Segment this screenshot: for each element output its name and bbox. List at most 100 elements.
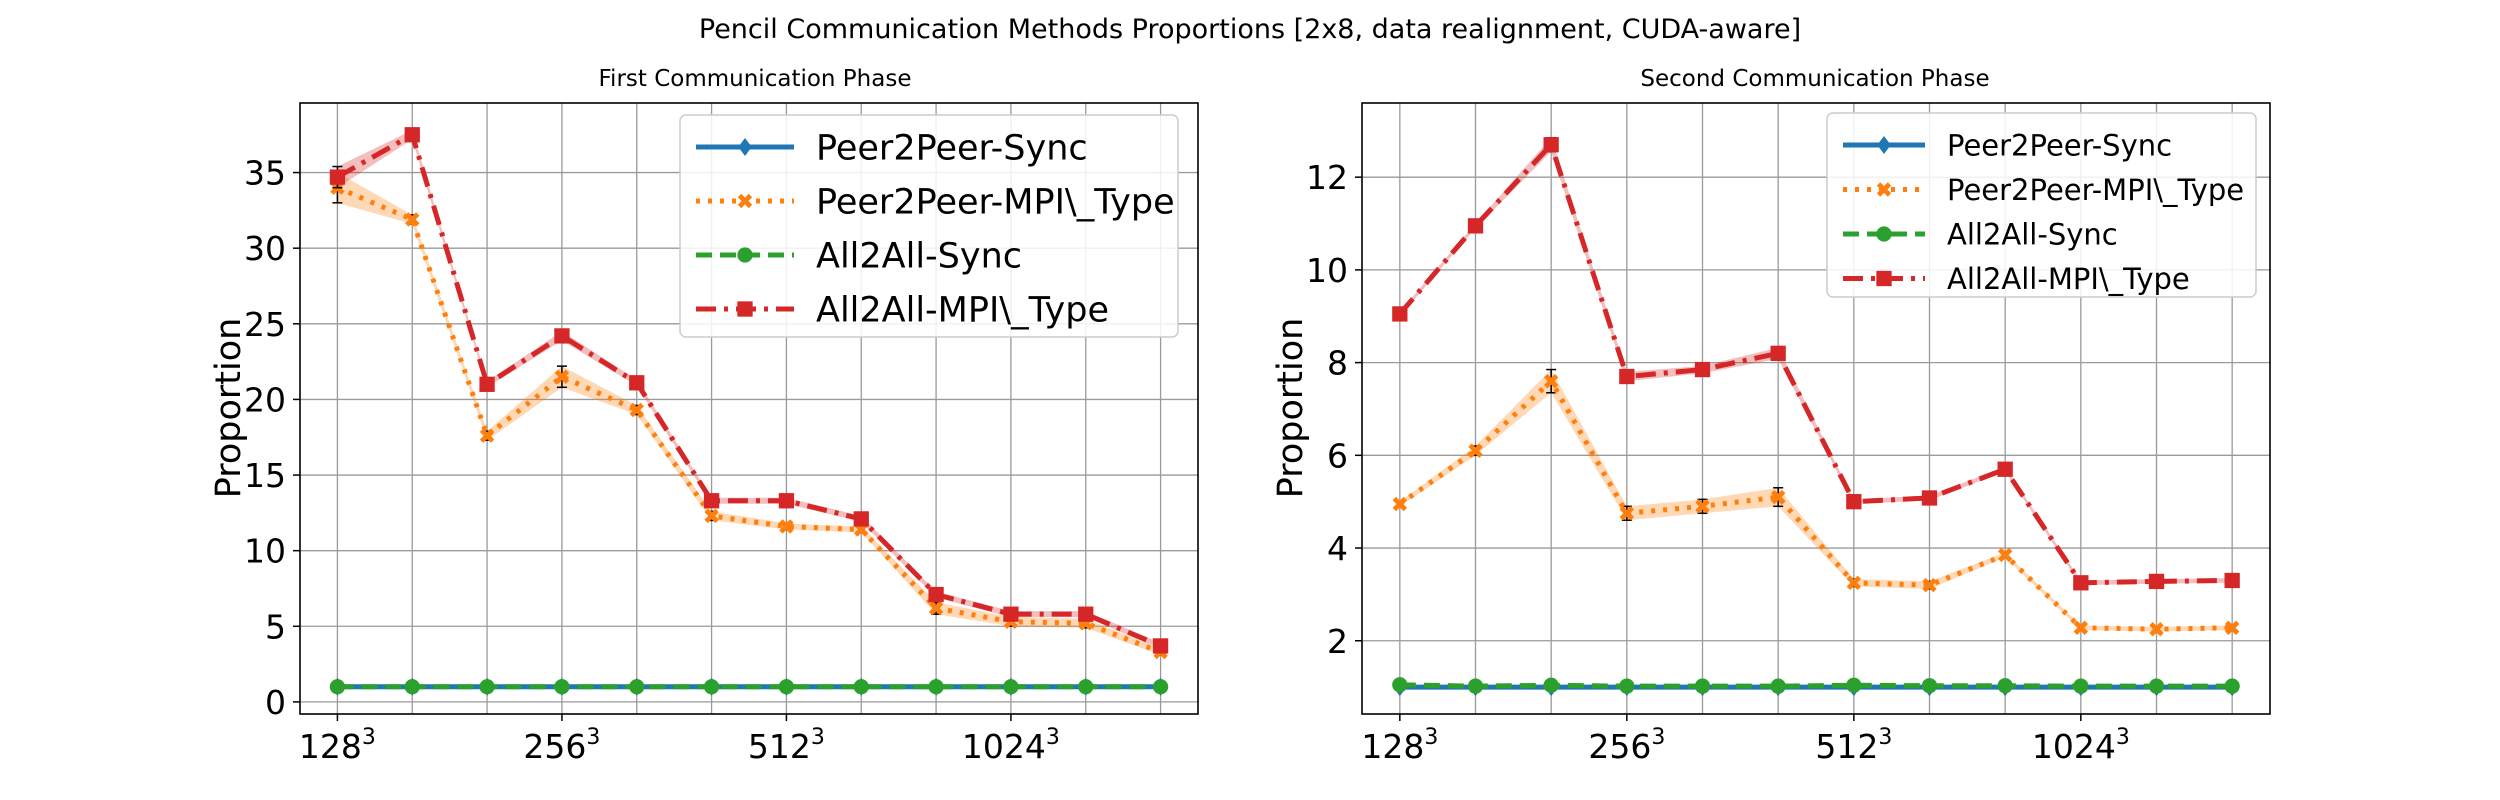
legend-second-phase: Peer2Peer-Sync Peer2Peer-MPI\_Type All2All… (1826, 112, 2257, 298)
legend-box (1826, 112, 2257, 298)
legend-marker (738, 138, 752, 156)
data-point (779, 519, 794, 534)
x-tick-label: 1283 (1361, 725, 1438, 766)
data-point (704, 508, 719, 524)
data-point (2224, 620, 2240, 635)
data-point (404, 127, 420, 143)
data-point (1467, 218, 1484, 234)
y-tick-label: 2 (1327, 622, 1348, 661)
series-line (1399, 682, 2233, 689)
chart-second-phase: Second Communication Phase Proportion 2 4… (1271, 66, 2271, 766)
legend-label: Peer2Peer-MPI\_Type (816, 183, 1175, 223)
legend-label: Peer2Peer-Sync (816, 129, 1088, 169)
chart-title-second-phase: Second Communication Phase (1640, 66, 1989, 92)
data-point (329, 169, 346, 185)
data-point (1003, 679, 1019, 695)
series-line (1397, 139, 2233, 586)
data-point (1846, 575, 1862, 591)
y-tick-label: 20 (244, 380, 286, 419)
data-point (1922, 577, 1937, 593)
data-point (1997, 678, 2013, 694)
series-all2all-sync (329, 679, 1169, 695)
data-point (629, 402, 644, 418)
data-point (1770, 678, 1786, 694)
data-point (1078, 606, 1094, 622)
legend-marker (1876, 270, 1892, 287)
data-point (1770, 345, 1786, 361)
x-tick-label: 5123 (1815, 725, 1892, 766)
data-point (479, 679, 495, 695)
data-point (1543, 677, 1559, 693)
legend-marker (1876, 182, 1892, 197)
data-point (1392, 496, 1408, 512)
legend-marker (737, 247, 753, 263)
data-point (703, 493, 720, 509)
data-point (703, 679, 720, 695)
chart-first-phase: First Communication Phase Proportion 051… (209, 66, 1199, 766)
plot-frame-first-phase (299, 102, 1199, 715)
plot-frame-second-phase (1361, 102, 2271, 715)
data-point (1619, 506, 1635, 521)
legend-label: All2All-Sync (1947, 217, 2118, 251)
data-point (1619, 368, 1635, 385)
series-all2all-mpi-type (1392, 137, 2240, 591)
data-point (554, 328, 570, 344)
data-point (1468, 443, 1483, 458)
legend-marker (737, 301, 753, 317)
series-peer2peer-mpi-type (1392, 368, 2240, 637)
data-point (554, 679, 570, 695)
data-point (1467, 678, 1484, 694)
data-point (1543, 137, 1559, 153)
data-point (1846, 494, 1862, 510)
x-tick-label: 10243 (962, 725, 1060, 766)
legend-marker (1877, 136, 1891, 154)
data-point (1846, 677, 1862, 693)
data-point (853, 511, 869, 527)
data-point (404, 679, 420, 695)
data-point (2224, 572, 2240, 589)
y-tick-label: 10 (1306, 251, 1348, 290)
data-point (2148, 678, 2165, 694)
data-point (1392, 306, 1408, 322)
series-line (336, 131, 1162, 649)
data-point (1619, 678, 1635, 694)
y-tick-label: 10 (244, 532, 286, 571)
data-point (554, 369, 570, 384)
data-point (479, 428, 495, 443)
legend-label: All2All-MPI\_Type (816, 291, 1109, 331)
y-tick-label: 25 (244, 305, 286, 344)
y-tick-label: 30 (244, 229, 286, 268)
legend-label: All2All-MPI\_Type (1947, 262, 2190, 296)
legend-first-phase: Peer2Peer-Sync Peer2Peer-MPI\_Type All2All… (679, 114, 1179, 338)
data-point (1921, 678, 1938, 694)
data-point (1695, 499, 1710, 514)
data-point (1770, 489, 1786, 505)
legend-marker (737, 193, 753, 209)
y-tick-label: 8 (1327, 344, 1348, 383)
y-tick-label: 15 (244, 456, 286, 495)
data-point (778, 493, 795, 509)
data-point (2073, 620, 2089, 635)
y-tick-label: 4 (1327, 529, 1348, 568)
data-point (629, 375, 645, 391)
data-point (1392, 677, 1408, 693)
data-point (1694, 678, 1711, 694)
legend-marker (1876, 226, 1892, 242)
data-point (1152, 638, 1169, 654)
data-point (1003, 606, 1019, 622)
data-point (2073, 575, 2089, 591)
data-point (1997, 547, 2013, 563)
data-point (629, 679, 645, 695)
data-point (928, 586, 944, 603)
data-point (2149, 621, 2164, 637)
data-point (853, 679, 869, 695)
y-axis-label-second-phase: Proportion (1271, 318, 1311, 499)
y-tick-label: 5 (265, 607, 286, 646)
legend-label: Peer2Peer-MPI\_Type (1947, 173, 2244, 207)
x-tick-label: 5123 (748, 725, 825, 766)
data-point (329, 679, 346, 695)
data-point (1694, 361, 1711, 378)
data-point (405, 212, 420, 227)
series-line (1398, 377, 2233, 632)
